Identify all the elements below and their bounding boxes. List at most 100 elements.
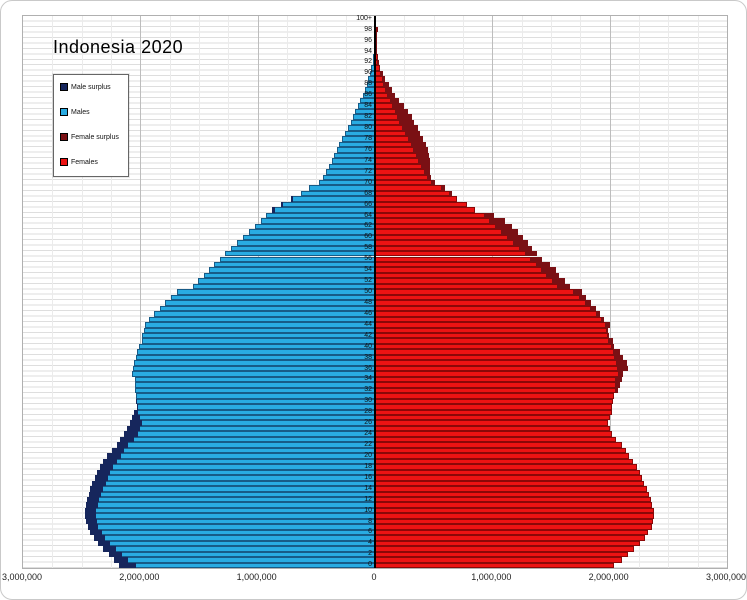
age-tick-label-30: 30: [364, 397, 372, 405]
male-bar-age-18: [99, 464, 375, 470]
age-tick-label-78: 78: [364, 134, 372, 142]
male-surplus-tip-age-15: [91, 480, 106, 487]
gridline-major: [140, 16, 142, 568]
female-surplus-tip-age-73: [421, 163, 431, 170]
male-bar-age-25: [126, 425, 375, 432]
female-surplus-tip-age-33: [614, 382, 620, 388]
age-tick-label-16: 16: [364, 473, 372, 481]
male-bar-age-26: [130, 420, 375, 426]
age-tick-label-84: 84: [364, 102, 372, 110]
female-bar-age-26: [375, 420, 609, 426]
female-bar-age-22: [375, 442, 622, 448]
female-bar-age-65: [375, 207, 475, 213]
male-surplus-tip-age-28: [133, 409, 139, 415]
male-surplus-tip-age-9: [85, 513, 96, 519]
female-surplus-tip-age-93: [376, 54, 378, 60]
x-axis-tick-label-4: 1,000,000: [471, 572, 512, 582]
age-tick-label-50: 50: [364, 288, 372, 295]
male-bar-age-34: [134, 376, 375, 383]
female-bar-age-53: [375, 272, 560, 279]
male-surplus-tip-age-26: [130, 420, 142, 426]
legend: Male surplus Males Female surplus Females: [53, 74, 129, 177]
age-tick-label-74: 74: [364, 156, 372, 164]
male-surplus-tip-age-21: [111, 447, 125, 454]
female-surplus-tip-age-39: [613, 349, 620, 355]
female-surplus-tip-age-38: [614, 354, 624, 361]
female-surplus-tip-age-96: [376, 37, 377, 44]
female-bar-age-17: [375, 469, 641, 476]
age-tick-label-12: 12: [364, 495, 372, 503]
male-bar-age-8: [86, 518, 375, 525]
female-surplus-tip-age-89: [381, 76, 386, 82]
age-tick-label-90: 90: [364, 69, 372, 77]
female-bar-age-57: [375, 251, 538, 257]
female-surplus-tip-age-91: [378, 65, 381, 71]
female-bar-age-31: [375, 393, 615, 399]
female-bar-age-62: [375, 223, 513, 230]
female-bar-age-45: [375, 316, 605, 323]
female-surplus-tip-age-48: [584, 300, 592, 306]
age-tick-label-18: 18: [364, 462, 372, 470]
age-tick-label-68: 68: [364, 189, 372, 197]
male-bar-age-36: [132, 365, 375, 372]
age-tick-label-10: 10: [364, 506, 372, 514]
age-tick-label-58: 58: [364, 244, 372, 252]
female-surplus-tip-age-77: [410, 141, 426, 148]
age-tick-label-48: 48: [364, 298, 372, 306]
male-bar-age-29: [136, 404, 375, 410]
age-tick-label-92: 92: [364, 58, 372, 66]
age-tick-label-72: 72: [364, 167, 372, 175]
female-bar-age-64: [375, 212, 495, 219]
age-tick-label-40: 40: [364, 342, 372, 350]
female-surplus-tip-age-49: [579, 294, 587, 301]
male-bar-age-9: [85, 513, 375, 519]
age-tick-label-98: 98: [364, 25, 372, 33]
male-surplus-tip-age-19: [102, 458, 117, 465]
male-bar-age-32: [134, 387, 375, 394]
male-bar-age-10: [85, 507, 375, 514]
x-axis-tick-label-0: 3,000,000: [1, 572, 43, 582]
female-surplus-tip-age-90: [380, 70, 383, 77]
female-bar-age-46: [375, 311, 601, 317]
age-tick-label-66: 66: [364, 200, 372, 208]
female-bar-age-14: [375, 486, 647, 492]
gridline-minor: [697, 16, 699, 568]
female-bar-age-28: [375, 409, 612, 415]
age-tick-label-14: 14: [364, 484, 372, 492]
female-bar-age-19: [375, 458, 634, 465]
female-bar-age-90: [375, 70, 383, 77]
female-bar-age-41: [375, 338, 614, 344]
female-surplus-tip-age-83: [394, 108, 408, 115]
female-bar-age-72: [375, 169, 430, 175]
male-surplus-tip-age-10: [85, 507, 97, 514]
age-tick-label-96: 96: [364, 36, 372, 44]
male-surplus-tip-age-22: [116, 442, 129, 448]
age-tick-label-70: 70: [364, 178, 372, 186]
female-bar-age-27: [375, 414, 611, 421]
male-surplus-tip-age-5: [93, 535, 105, 541]
male-bar-age-11: [86, 502, 375, 508]
female-surplus-tip-age-76: [413, 147, 428, 153]
female-bar-age-66: [375, 201, 467, 208]
male-bar-age-19: [102, 458, 375, 465]
male-bar-age-7: [88, 524, 375, 530]
center-axis-line: [374, 16, 376, 568]
female-surplus-tip-age-46: [595, 311, 601, 317]
male-bar-age-5: [93, 535, 375, 541]
male-bar-age-13: [88, 491, 375, 497]
female-bar-age-20: [375, 453, 630, 459]
female-surplus-tip-age-43: [606, 327, 609, 333]
female-surplus-tip-age-79: [405, 130, 421, 137]
age-tick-label-4: 4: [368, 539, 372, 547]
male-surplus-tip-age-0: [119, 562, 136, 568]
age-tick-label-8: 8: [368, 517, 372, 525]
male-bar-age-23: [120, 436, 375, 443]
female-bar-age-81: [375, 119, 414, 126]
female-surplus-tip-age-85: [389, 98, 400, 104]
female-bar-age-55: [375, 261, 550, 268]
female-surplus-tip-age-56: [530, 256, 542, 262]
age-tick-label-44: 44: [364, 320, 372, 328]
age-tick-label-76: 76: [364, 145, 372, 153]
female-bar-age-25: [375, 425, 611, 432]
